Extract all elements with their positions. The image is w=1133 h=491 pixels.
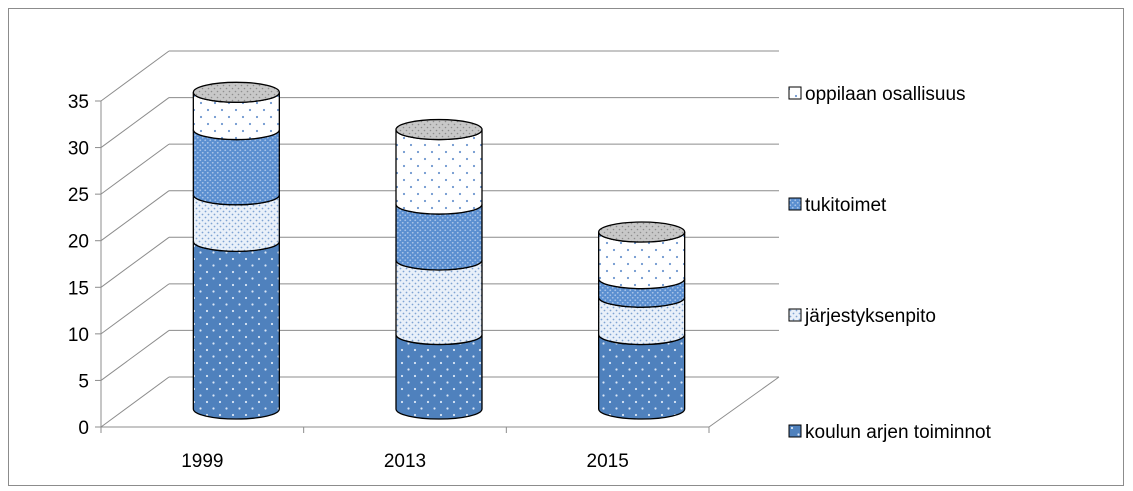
y-tick-label: 25 <box>68 185 89 206</box>
y-tick-label: 0 <box>78 418 89 439</box>
y-tick-label: 5 <box>78 371 89 392</box>
gridline-diagonal <box>100 143 170 195</box>
legend-swatch <box>788 86 802 100</box>
y-tick-label: 30 <box>68 139 89 160</box>
bar-segment-tukitoimet <box>192 129 280 206</box>
cylinder-1999 <box>192 81 280 420</box>
bar-segment-koulun-arjen-toiminnot <box>598 334 686 420</box>
chart-frame: 0 5 10 15 20 25 30 35 1999 2013 2015 oppilaan osal… <box>8 8 1124 486</box>
x-tick-label: 2013 <box>384 451 426 472</box>
bar-segment-koulun-arjen-toiminnot <box>192 241 280 420</box>
gridline-diagonal <box>100 236 170 288</box>
legend-label: oppilaan osallisuus <box>805 84 966 105</box>
gridline-diagonal <box>100 283 170 335</box>
legend-label: tukitoimet <box>805 195 887 216</box>
legend-item-tukitoimet: tukitoimet <box>788 195 887 216</box>
legend-label: järjestyksenpito <box>804 306 936 327</box>
x-tick-label: 2015 <box>587 451 629 472</box>
y-tick-label: 15 <box>68 278 89 299</box>
y-tick-label: 35 <box>68 92 89 113</box>
gridline-diagonal <box>100 330 170 381</box>
chart-svg: 0 5 10 15 20 25 30 35 1999 2013 2015 oppilaan osal… <box>68 50 992 472</box>
bar-segment-koulun-arjen-toiminnot <box>395 334 483 420</box>
gridline-diagonal <box>100 97 170 148</box>
cylinder-top <box>395 118 483 141</box>
cylinder-2015 <box>598 221 686 420</box>
gridline-diagonal <box>100 50 170 102</box>
floor-edge <box>708 376 780 428</box>
legend-swatch <box>788 197 802 211</box>
cylinder-2013 <box>395 118 483 420</box>
gridline-diagonal <box>100 190 170 242</box>
bar-segment-oppilaan-osallisuus <box>395 129 483 215</box>
axis-layer: 0 5 10 15 20 25 30 35 1999 2013 2015 <box>68 92 710 472</box>
x-tick-label: 1999 <box>181 451 223 472</box>
legend-item-jarjestyksenpito: järjestyksenpito <box>788 306 936 327</box>
legend: oppilaan osallisuus tukitoimet järjestykse… <box>788 84 992 443</box>
legend-label: koulun arjen toiminnot <box>805 422 992 443</box>
cylinder-top <box>598 221 686 243</box>
cylinder-top <box>192 81 280 103</box>
bars-layer <box>192 81 686 420</box>
legend-swatch <box>788 424 802 438</box>
legend-item-oppilaan-osallisuus: oppilaan osallisuus <box>788 84 966 105</box>
y-tick-label: 20 <box>68 232 89 253</box>
bar-segment-jarjestyksenpito <box>395 259 483 346</box>
legend-swatch <box>788 308 802 322</box>
legend-item-koulun-arjen-toiminnot: koulun arjen toiminnot <box>788 422 992 443</box>
y-tick-label: 10 <box>68 325 89 346</box>
gridline-diagonal <box>100 376 170 428</box>
